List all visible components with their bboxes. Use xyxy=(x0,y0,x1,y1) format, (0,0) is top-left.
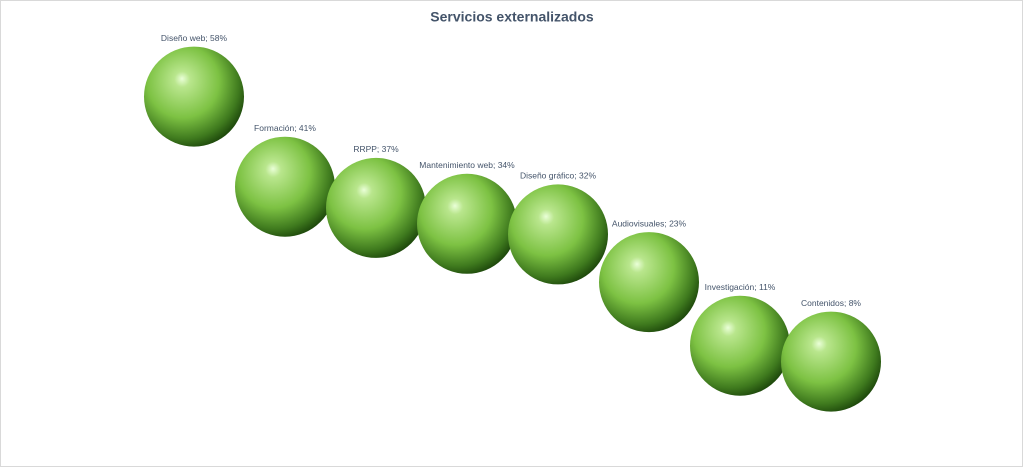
bubble xyxy=(235,136,335,237)
bubble xyxy=(144,46,244,147)
bubble xyxy=(326,157,426,258)
bubble xyxy=(508,184,608,285)
chart-title: Servicios externalizados xyxy=(430,9,594,25)
bubble xyxy=(417,173,517,274)
data-label: Investigación; 11% xyxy=(705,282,776,292)
data-label: RRPP; 37% xyxy=(353,144,399,154)
data-label: Formación; 41% xyxy=(254,123,316,133)
bubble xyxy=(599,232,699,333)
data-label: Diseño web; 58% xyxy=(161,33,228,43)
bubble xyxy=(781,311,881,412)
data-label: Contenidos; 8% xyxy=(801,298,861,308)
data-label: Mantenimiento web; 34% xyxy=(419,160,515,170)
bubble xyxy=(690,295,790,396)
data-label: Diseño gráfico; 32% xyxy=(520,171,597,181)
data-label: Audiovisuales; 23% xyxy=(612,218,687,228)
